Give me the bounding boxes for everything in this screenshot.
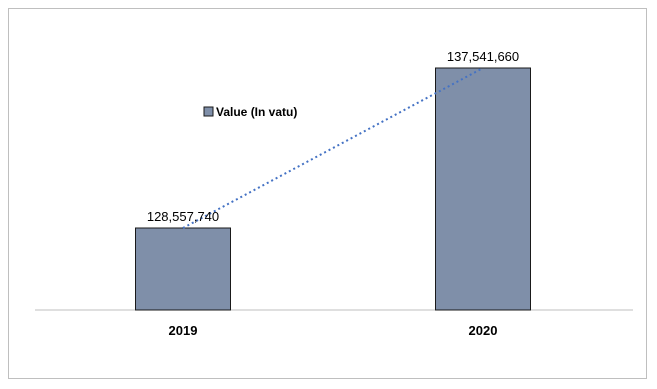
legend: Value (In vatu) xyxy=(203,105,297,119)
legend-swatch xyxy=(203,106,214,117)
trendline xyxy=(182,67,484,229)
legend-label: Value (In vatu) xyxy=(216,105,297,119)
x-tick-label-2020: 2020 xyxy=(469,323,498,338)
bar-2019 xyxy=(135,227,231,311)
bar-2020 xyxy=(435,67,531,311)
bars-layer xyxy=(135,67,531,311)
x-tick-label-2019: 2019 xyxy=(169,323,198,338)
data-label-2019: 128,557,740 xyxy=(147,209,219,224)
labels-layer: 128,557,740 2019 137,541,660 2020 xyxy=(147,49,519,338)
chart-frame xyxy=(8,8,647,379)
data-label-2020: 137,541,660 xyxy=(447,49,519,64)
